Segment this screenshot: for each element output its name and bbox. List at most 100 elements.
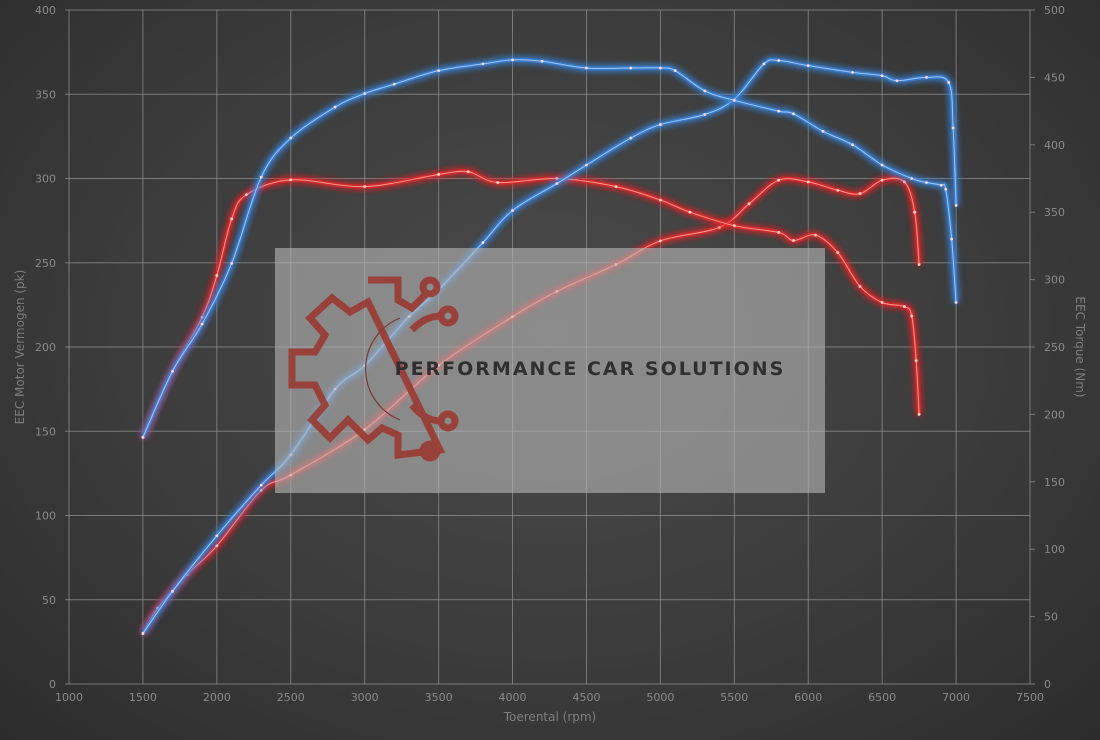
data-point <box>245 193 248 197</box>
data-point <box>858 284 862 288</box>
data-point <box>939 183 943 187</box>
data-point <box>555 177 559 180</box>
data-point <box>792 239 795 242</box>
x-tick-label: 2000 <box>203 691 231 704</box>
data-point <box>814 233 818 237</box>
data-point <box>540 59 544 63</box>
data-point <box>821 129 825 133</box>
data-point <box>658 198 662 202</box>
data-point <box>466 170 470 174</box>
data-point <box>703 113 707 116</box>
x-tick-label: 6000 <box>794 691 822 704</box>
data-point <box>658 123 662 126</box>
data-point <box>880 301 884 304</box>
data-point <box>200 315 204 319</box>
y-tick-label: 100 <box>35 510 56 523</box>
y2-tick-label: 300 <box>1044 274 1065 287</box>
data-point <box>718 225 721 229</box>
data-point <box>658 66 662 70</box>
data-point <box>496 181 500 184</box>
y2-tick-label: 500 <box>1044 4 1065 17</box>
data-point <box>917 413 921 416</box>
data-point <box>732 98 736 102</box>
y-tick-label: 150 <box>35 425 56 438</box>
data-point <box>585 66 588 70</box>
data-point <box>880 74 884 78</box>
data-point <box>762 62 766 66</box>
data-point <box>363 185 367 188</box>
data-point <box>437 69 441 73</box>
data-point <box>954 301 958 304</box>
data-point <box>944 187 948 191</box>
x-tick-label: 5000 <box>646 691 674 704</box>
data-point <box>947 81 951 84</box>
data-point <box>777 109 781 113</box>
data-point <box>259 175 263 179</box>
data-point <box>836 188 840 192</box>
y2-tick-label: 50 <box>1044 611 1058 624</box>
data-point <box>954 204 958 207</box>
y-tick-label: 250 <box>35 257 56 270</box>
series-standaard-koppel <box>141 169 922 439</box>
data-point <box>215 544 219 548</box>
data-point <box>910 314 914 318</box>
x-tick-label: 3000 <box>351 691 379 704</box>
data-point <box>703 89 707 93</box>
watermark-text: PERFORMANCE CAR SOLUTIONS <box>395 358 786 380</box>
data-point <box>363 92 367 95</box>
data-point <box>614 185 618 188</box>
y2-tick-label: 250 <box>1044 341 1065 354</box>
data-point <box>950 237 954 241</box>
data-point <box>910 177 914 180</box>
data-point <box>917 263 921 266</box>
x-tick-label: 1500 <box>129 691 157 704</box>
x-tick-label: 6500 <box>868 691 896 704</box>
data-point <box>141 632 145 635</box>
data-point <box>392 82 396 86</box>
x-tick-label: 2500 <box>277 691 305 704</box>
data-point <box>732 224 736 228</box>
data-point <box>851 70 854 74</box>
data-point <box>747 202 751 206</box>
data-point <box>200 322 204 326</box>
data-point <box>925 76 928 79</box>
data-point <box>951 126 955 130</box>
series-getuned-koppel <box>141 57 959 439</box>
data-point <box>880 178 884 182</box>
data-point <box>289 178 293 182</box>
data-point <box>902 180 906 184</box>
data-point <box>777 59 781 62</box>
y-tick-label: 50 <box>42 594 56 607</box>
x-tick-label: 4000 <box>499 691 527 704</box>
data-point <box>289 136 293 140</box>
data-point <box>585 163 588 167</box>
x-tick-label: 7000 <box>942 691 970 704</box>
x-tick-label: 3500 <box>425 691 453 704</box>
data-point <box>777 178 781 182</box>
x-tick-label: 7500 <box>1016 691 1044 704</box>
data-point <box>171 369 174 373</box>
y-tick-label: 350 <box>35 88 56 101</box>
data-point <box>481 241 485 244</box>
data-point <box>925 181 928 184</box>
x-tick-label: 4500 <box>572 691 600 704</box>
y-axis-label: EEC Motor Vermogen (pk) <box>13 270 27 425</box>
data-point <box>880 163 884 167</box>
data-point <box>806 180 810 184</box>
data-point <box>333 105 337 109</box>
y2-tick-label: 400 <box>1044 139 1065 152</box>
data-point <box>688 210 692 214</box>
data-point <box>141 435 145 439</box>
data-point <box>658 239 662 243</box>
data-point <box>914 359 918 362</box>
data-point <box>858 192 862 196</box>
y-tick-label: 300 <box>35 173 56 186</box>
y2-tick-label: 0 <box>1044 678 1051 691</box>
y2-axis-label: EEC Torque (Nm) <box>1073 296 1087 397</box>
y2-tick-label: 450 <box>1044 71 1065 84</box>
data-point <box>511 58 514 62</box>
data-point <box>555 182 559 185</box>
y-tick-label: 0 <box>49 678 56 691</box>
watermark: PERFORMANCE CAR SOLUTIONS <box>275 248 825 493</box>
data-point <box>230 217 234 221</box>
